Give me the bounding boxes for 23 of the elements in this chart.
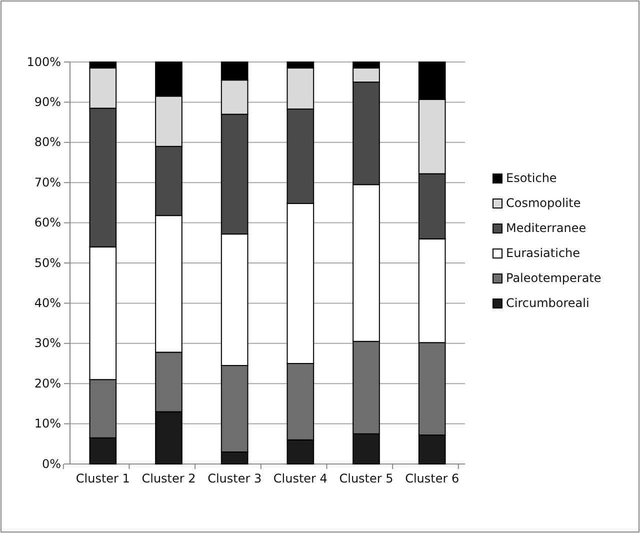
x-tick-label: Cluster 1 <box>76 472 130 486</box>
y-tick-label: 30% <box>34 336 61 350</box>
x-tick-label: Cluster 3 <box>208 472 262 486</box>
x-tick-label: Cluster 2 <box>142 472 196 486</box>
x-tick-label: Cluster 6 <box>405 472 460 486</box>
y-tick-label: 60% <box>34 216 61 230</box>
y-tick-label: 50% <box>34 256 61 270</box>
y-tick-label: 0% <box>42 456 61 471</box>
y-tick-label: 100% <box>26 54 61 69</box>
legend-label: Paleotemperate <box>506 271 602 285</box>
legend-label: Cosmopolite <box>506 196 581 210</box>
y-tick-label: 20% <box>34 376 61 390</box>
legend-label: Eurasiatiche <box>506 246 580 260</box>
legend-label: Mediterranee <box>506 221 586 235</box>
x-tick-label: Cluster 5 <box>339 472 394 486</box>
legend-label: Esotiche <box>506 171 557 185</box>
y-tick-label: 90% <box>34 95 61 110</box>
x-tick-label: Cluster 4 <box>273 472 328 486</box>
y-tick-label: 10% <box>34 416 61 431</box>
y-tick-label: 70% <box>34 175 61 190</box>
legend-label: Circumboreali <box>506 296 590 310</box>
y-tick-label: 80% <box>34 135 61 150</box>
y-tick-label: 40% <box>34 296 61 310</box>
